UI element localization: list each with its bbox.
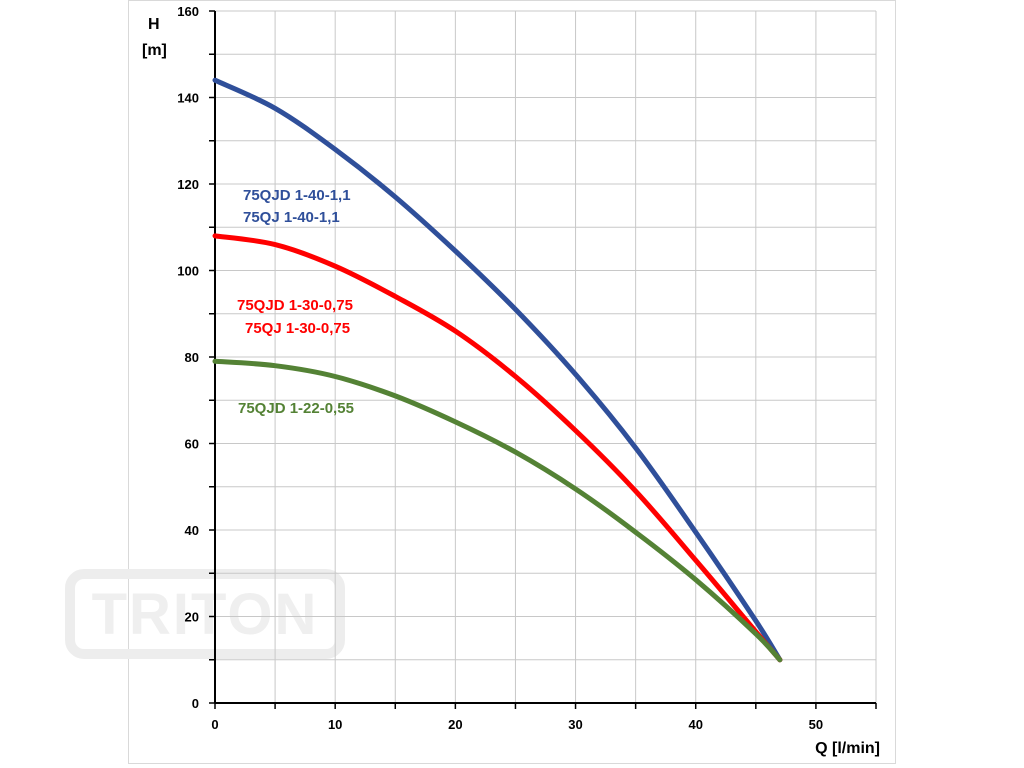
x-axis-title: Q [l/min] [815, 740, 880, 757]
y-tick-label: 20 [185, 610, 199, 625]
x-tick-label: 0 [211, 717, 218, 732]
y-tick-label: 0 [192, 696, 199, 711]
y-tick-label: 120 [177, 177, 199, 192]
x-tick-label: 10 [328, 717, 342, 732]
y-tick-label: 100 [177, 264, 199, 279]
axes [209, 10, 877, 709]
y-tick-label: 80 [185, 350, 199, 365]
y-axis-title-line2: [m] [142, 42, 167, 59]
y-tick-label: 140 [177, 91, 199, 106]
series-label-green-1: 75QJD 1-22-0,55 [238, 400, 354, 417]
y-tick-label: 160 [177, 4, 199, 19]
watermark-text: TRITON [92, 582, 319, 647]
series-line-0 [212, 77, 783, 663]
x-tick-label: 20 [448, 717, 462, 732]
x-tick-label: 30 [568, 717, 582, 732]
series-label-red-2: 75QJ 1-30-0,75 [245, 320, 350, 337]
x-tick-label: 50 [809, 717, 823, 732]
y-tick-label: 40 [185, 523, 199, 538]
y-tick-label: 60 [185, 437, 199, 452]
series-labels: 75QJD 1-40-1,1 75QJ 1-40-1,1 75QJD 1-30-… [237, 187, 354, 417]
series-lines [212, 77, 783, 663]
grid-lines [215, 10, 877, 703]
y-axis-title-line1: H [148, 16, 160, 33]
triton-watermark-logo: TRITON [65, 569, 345, 659]
chart-frame [128, 0, 896, 764]
series-label-blue-2: 75QJ 1-40-1,1 [243, 209, 340, 226]
series-line-2 [212, 358, 783, 663]
series-label-red-1: 75QJD 1-30-0,75 [237, 297, 353, 314]
series-label-blue-1: 75QJD 1-40-1,1 [243, 187, 351, 204]
series-line-1 [212, 233, 783, 663]
x-tick-label: 40 [688, 717, 702, 732]
tick-labels: 0 10 20 30 40 50 0 20 40 60 80 100 120 140 160 [177, 4, 823, 732]
